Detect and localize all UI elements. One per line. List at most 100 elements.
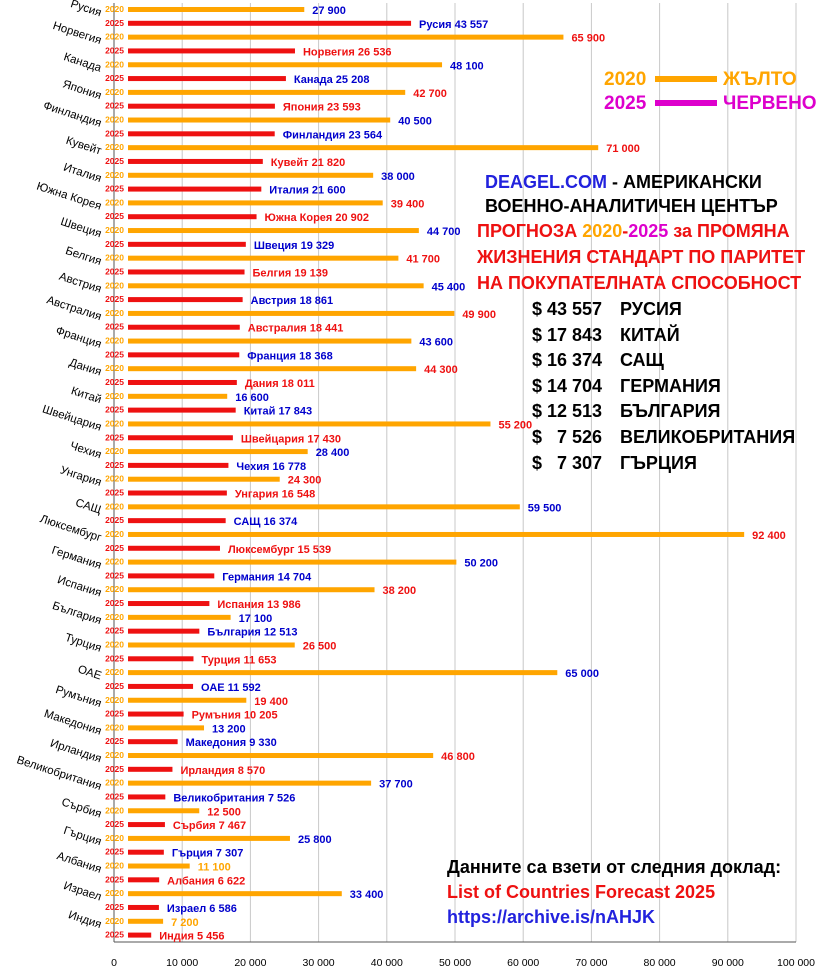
data-label-2025: Люксембург 15 539 — [228, 544, 331, 556]
category-label: Канада — [62, 51, 103, 75]
year-label-2020: 2020 — [105, 87, 124, 97]
data-label-2025: Австралия 18 441 — [248, 323, 344, 335]
source-report-title: List of Countries Forecast 2025 — [447, 882, 716, 902]
top-list-value: $ 16 374 — [532, 350, 603, 371]
category-label: Индия — [67, 909, 103, 931]
x-tick-label: 30 000 — [303, 957, 335, 969]
year-label-2025: 2025 — [105, 764, 124, 774]
data-label-2025: Сърбия 7 467 — [173, 820, 246, 832]
top-list-value: $ 14 704 — [532, 375, 603, 396]
bar-2025 — [128, 683, 194, 689]
bar-2025 — [128, 48, 295, 54]
data-label-2025: Албания 6 622 — [167, 875, 245, 887]
bar-2020 — [128, 7, 305, 12]
data-label-2025: Белгия 19 139 — [253, 267, 328, 279]
data-label-2025: Испания 13 986 — [217, 599, 300, 611]
year-label-2020: 2020 — [105, 308, 124, 318]
data-label-2025: България 12 513 — [207, 627, 297, 639]
x-tick-label: 90 000 — [712, 957, 744, 969]
top-list-country: ГЪРЦИЯ — [620, 452, 697, 473]
data-label-2025: Италия 21 600 — [269, 185, 345, 197]
x-tick-label: 70 000 — [575, 957, 607, 969]
data-label-2020: 33 400 — [350, 889, 384, 901]
data-label-2020: 13 200 — [212, 723, 246, 735]
data-label-2020: 41 700 — [406, 254, 440, 266]
data-label-2025: Франция 18 368 — [247, 350, 333, 362]
bar-2025 — [128, 794, 166, 800]
data-label-2020: 40 500 — [398, 116, 432, 128]
year-label-2020: 2020 — [105, 584, 124, 594]
year-label-2020: 2020 — [105, 446, 124, 456]
year-label-2020: 2020 — [105, 280, 124, 290]
top-list-country: КИТАЙ — [620, 324, 680, 345]
data-label-2025: Китай 17 843 — [244, 406, 312, 418]
year-label-2020: 2020 — [105, 722, 124, 732]
source-link[interactable]: https://archive.is/nAHJK — [447, 907, 656, 927]
data-label-2020: 27 900 — [312, 5, 346, 17]
year-label-2025: 2025 — [105, 266, 124, 276]
data-label-2020: 71 000 — [606, 143, 640, 155]
bar-2025 — [128, 158, 263, 164]
header-dash: - — [622, 221, 629, 241]
data-label-2020: 46 800 — [441, 751, 475, 763]
year-label-2025: 2025 — [105, 460, 124, 470]
legend-2025-swatch — [655, 100, 717, 106]
bar-2020 — [128, 421, 491, 427]
bar-2020 — [128, 559, 457, 565]
x-tick-label: 10 000 — [166, 957, 198, 969]
bar-2020 — [128, 918, 164, 924]
data-label-2020: 43 600 — [419, 337, 453, 349]
data-label-2025: Швеция 19 329 — [254, 240, 334, 252]
x-tick-label: 0 — [111, 957, 117, 969]
category-label: Китай — [70, 385, 103, 406]
bar-2020 — [128, 504, 520, 510]
year-label-2025: 2025 — [105, 736, 124, 746]
bar-2025 — [128, 297, 243, 303]
data-label-2025: Индия 5 456 — [159, 931, 224, 943]
data-label-2020: 50 200 — [464, 558, 498, 570]
data-label-2020: 24 300 — [288, 475, 322, 487]
bar-2020 — [128, 117, 391, 123]
data-label-2025: Финландия 23 564 — [283, 129, 383, 141]
year-label-2020: 2020 — [105, 142, 124, 152]
data-label-2020: 12 500 — [207, 806, 241, 818]
data-label-2020: 48 100 — [450, 60, 484, 72]
year-label-2025: 2025 — [105, 791, 124, 801]
year-label-2025: 2025 — [105, 128, 124, 138]
bar-2020 — [128, 34, 564, 40]
bar-2020 — [128, 228, 419, 234]
bar-2020 — [128, 642, 295, 648]
bar-2025 — [128, 269, 245, 275]
data-label-2025: Турция 11 653 — [201, 654, 276, 666]
year-label-2025: 2025 — [105, 709, 124, 719]
bar-2020 — [128, 449, 308, 455]
data-label-2025: Чехия 16 778 — [236, 461, 306, 473]
bar-2025 — [128, 76, 286, 82]
year-label-2020: 2020 — [105, 418, 124, 428]
top-list-row: $ 14 704 ГЕРМАНИЯ — [532, 374, 721, 400]
bar-2025 — [128, 545, 220, 551]
header-year-2025: 2025 — [628, 221, 669, 241]
bar-2025 — [128, 656, 194, 662]
category-label: Южна Корея — [35, 181, 103, 213]
year-label-2020: 2020 — [105, 833, 124, 843]
data-label-2020: 26 500 — [303, 640, 337, 652]
top-list-country: БЪЛГАРИЯ — [620, 401, 721, 422]
header-line-1: DEAGEL.COM - АМЕРИКАНСКИ — [485, 171, 762, 194]
bar-2025 — [128, 628, 200, 634]
year-label-2020: 2020 — [105, 32, 124, 42]
category-label: Швеция — [59, 216, 103, 240]
data-label-2020: 44 700 — [427, 226, 461, 238]
year-label-2020: 2020 — [105, 557, 124, 567]
data-label-2025: Южна Корея 20 902 — [265, 212, 369, 224]
bar-2020 — [128, 531, 745, 537]
year-label-2020: 2020 — [105, 916, 124, 926]
year-label-2020: 2020 — [105, 750, 124, 760]
x-tick-label: 20 000 — [234, 957, 266, 969]
year-label-2020: 2020 — [105, 805, 124, 815]
bar-2020 — [128, 145, 599, 151]
year-label-2020: 2020 — [105, 695, 124, 705]
bar-2025 — [128, 739, 178, 745]
top-list-value: $ 43 557 — [532, 299, 603, 319]
year-label-2025: 2025 — [105, 405, 124, 415]
